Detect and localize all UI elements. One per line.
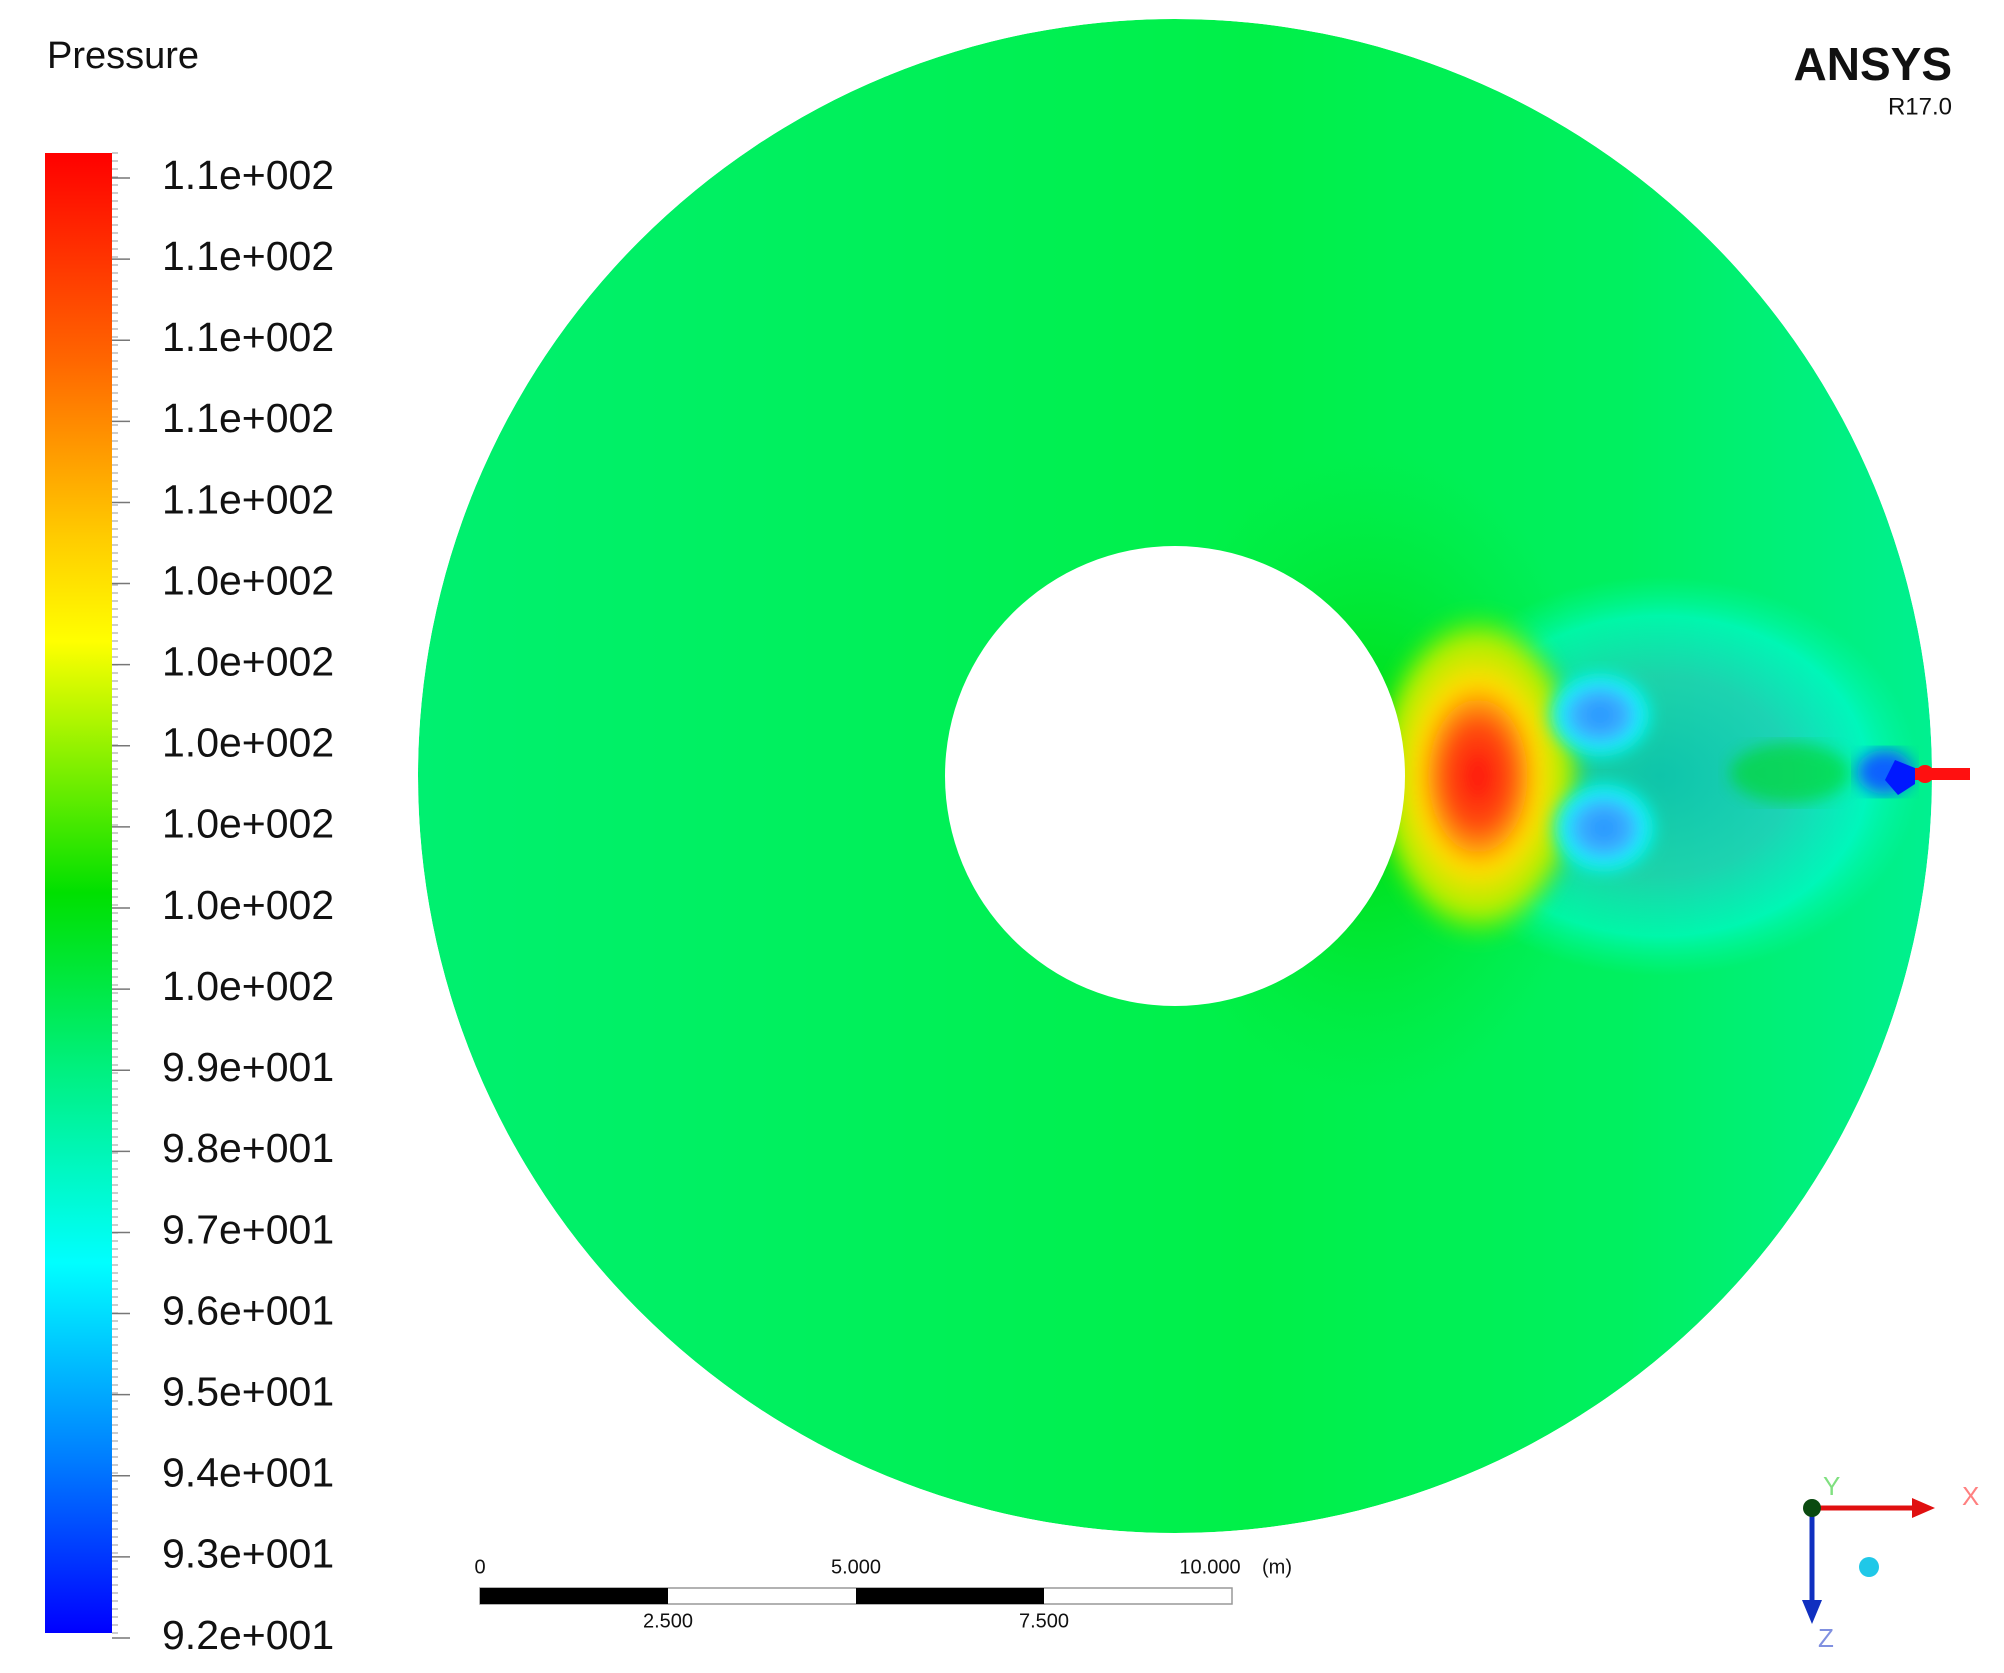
y-axis-label: Y (1823, 1471, 1840, 1501)
legend-label: 9.4e+001 (162, 1450, 334, 1496)
version: R17.0 (1888, 93, 1952, 120)
scale-label: 0 (474, 1556, 485, 1578)
scale-bar-segment (856, 1588, 1044, 1604)
legend-label: 1.1e+002 (162, 395, 334, 441)
legend-label: 1.0e+002 (162, 963, 334, 1009)
legend-label: 9.2e+001 (162, 1612, 334, 1658)
inlet-marker (1885, 760, 1915, 795)
pressure-zone (1549, 780, 1659, 876)
scale-bar: 0 5.000 10.000 (m) 2.500 7.500 (474, 1556, 1292, 1632)
legend-label: 1.0e+002 (162, 720, 334, 766)
x-axis-arrow (1912, 1498, 1935, 1518)
legend-label: 9.7e+001 (162, 1206, 334, 1252)
pressure-zone (1545, 670, 1655, 760)
legend-label: 9.8e+001 (162, 1125, 334, 1171)
scale-label: 5.000 (831, 1556, 881, 1578)
axis-triad: Y X Z (1802, 1471, 1979, 1653)
logo: ANSYS (1794, 38, 1952, 90)
legend-label: 1.1e+002 (162, 233, 334, 279)
legend-label: 1.0e+002 (162, 882, 334, 928)
scale-label: 10.000 (1179, 1556, 1240, 1578)
scale-label: 7.500 (1019, 1610, 1069, 1632)
domain-inner-hole (945, 546, 1405, 1006)
inlet-arrow (1916, 765, 1934, 783)
legend-label: 1.0e+002 (162, 557, 334, 603)
scale-label: 2.500 (643, 1610, 693, 1632)
scale-bar-segment (480, 1588, 668, 1604)
pressure-zone (1730, 743, 1850, 803)
legend-label: 9.6e+001 (162, 1287, 334, 1333)
x-axis-label: X (1962, 1481, 1979, 1511)
view-ball (1859, 1557, 1879, 1577)
legend-label: 1.0e+002 (162, 638, 334, 684)
z-axis-arrow (1802, 1600, 1822, 1624)
color-bar (45, 153, 112, 1633)
legend-label: 9.5e+001 (162, 1368, 334, 1414)
legend-label: 1.1e+002 (162, 152, 334, 198)
legend-label: 1.1e+002 (162, 314, 334, 360)
legend-title: Pressure (47, 35, 199, 77)
pressure-zone (1368, 606, 1588, 946)
legend-label: 9.9e+001 (162, 1044, 334, 1090)
legend-label: 1.0e+002 (162, 801, 334, 847)
y-axis-dot (1803, 1499, 1821, 1517)
legend-label: 9.3e+001 (162, 1531, 334, 1577)
z-axis-label: Z (1818, 1623, 1834, 1653)
scale-unit: (m) (1262, 1556, 1292, 1578)
legend-labels: 1.1e+002 1.1e+002 1.1e+002 1.1e+002 1.1e+002… (112, 152, 334, 1658)
legend-label: 1.1e+002 (162, 476, 334, 522)
contour-plot (418, 19, 1932, 1533)
